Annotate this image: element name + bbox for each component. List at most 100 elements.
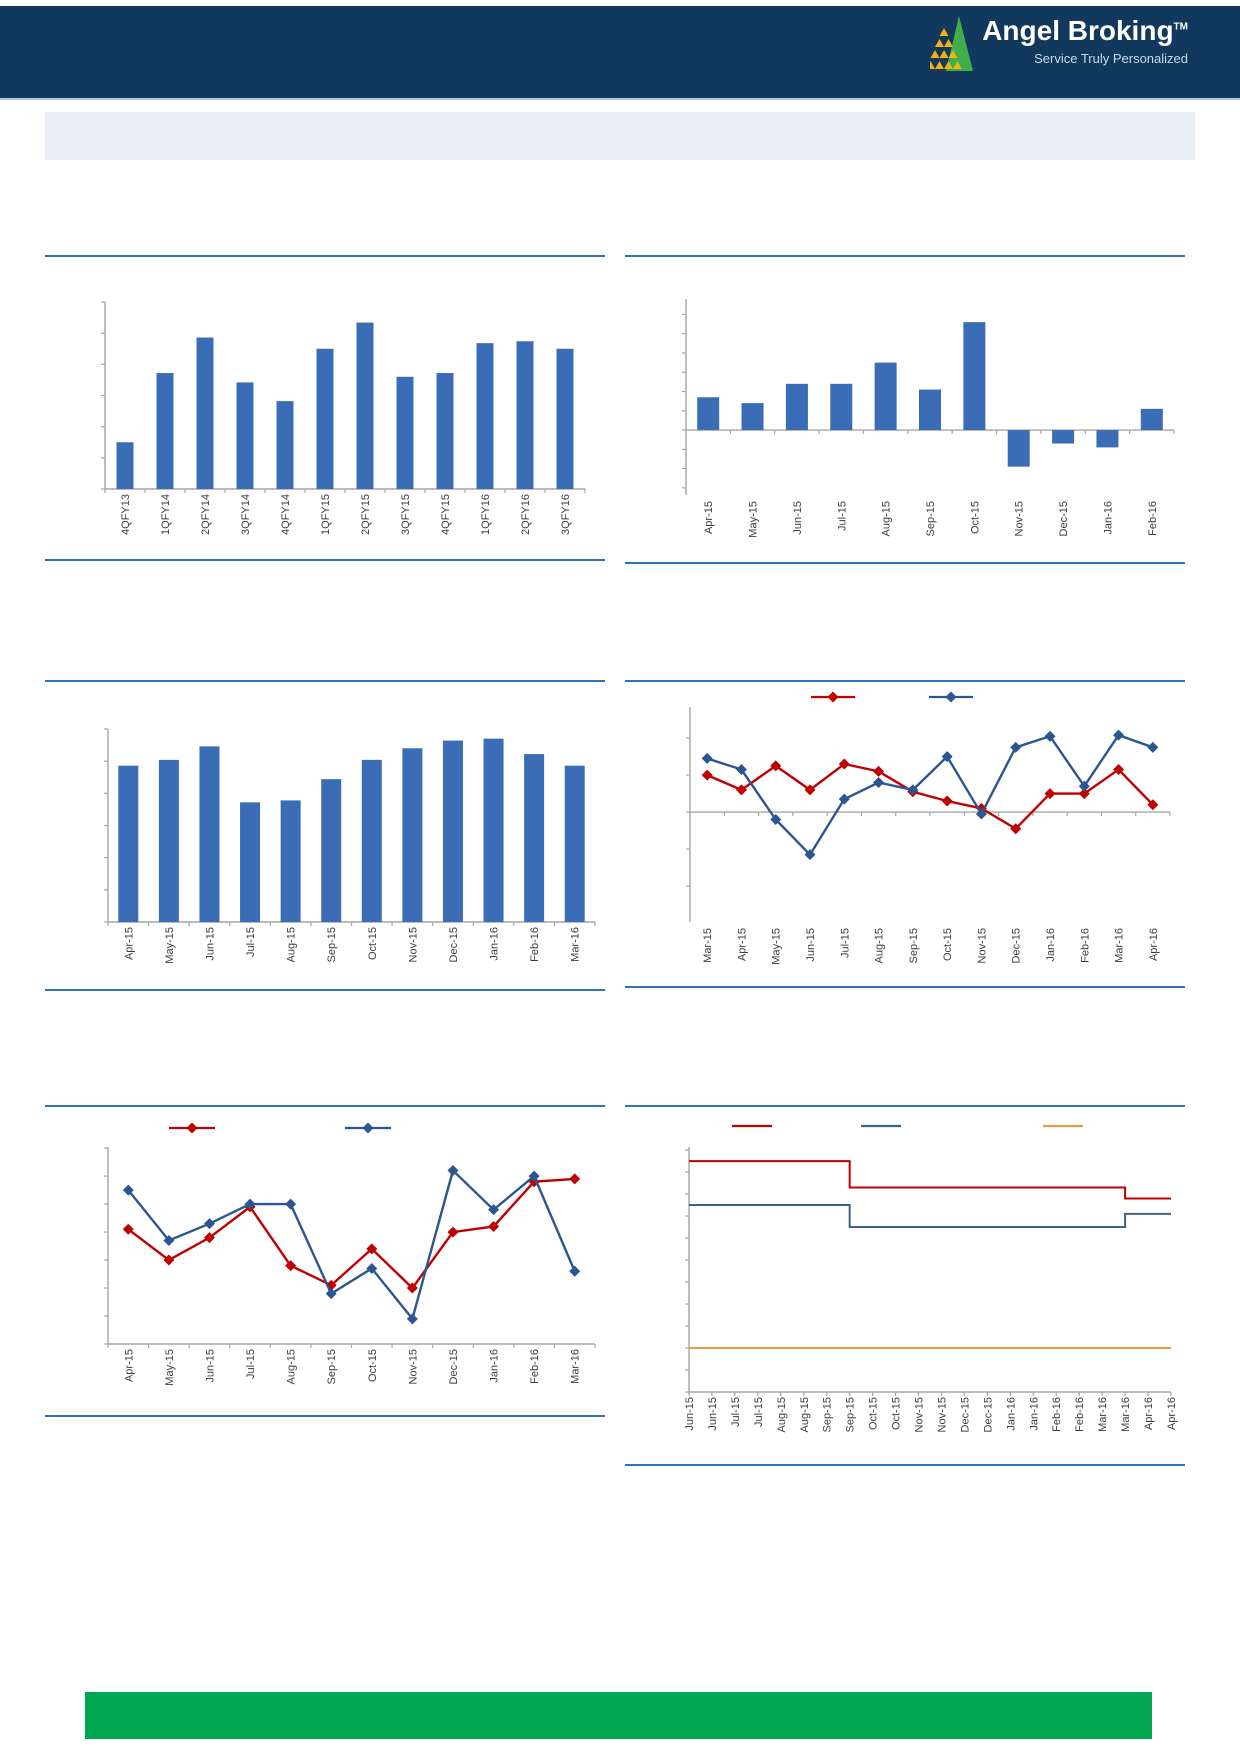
bar-Oct-15	[963, 322, 986, 431]
x-label: Oct-15	[891, 1397, 903, 1430]
x-label: Jul-15	[245, 927, 257, 957]
x-label: Oct-15	[942, 928, 954, 961]
brand-tagline: Service Truly Personalized	[1034, 50, 1188, 66]
x-label: Mar-16	[1097, 1397, 1109, 1432]
x-label: Jun-15	[792, 501, 804, 535]
title-banner	[45, 112, 1195, 160]
footer-bar	[85, 1692, 1152, 1739]
chart-step-lines: Jun-15 Jun-15 Jul-15 Jul-15 Aug-15 Aug-15 Sep-…	[625, 1105, 1185, 1466]
x-label: Oct-15	[367, 927, 379, 960]
angel-pyramid-icon	[926, 16, 974, 77]
bar-Apr-15	[118, 765, 139, 922]
x-label: 4QFY15	[440, 494, 452, 535]
x-label: Jan-16	[1028, 1397, 1040, 1431]
bar-Jun-15	[785, 383, 808, 431]
x-label: Jan-16	[489, 927, 501, 961]
x-label: Feb-16	[529, 927, 541, 962]
bar-1QFY14	[156, 373, 174, 489]
bar-Aug-15	[874, 362, 897, 431]
bar-Jul-15	[830, 383, 853, 431]
x-label: Oct-15	[868, 1397, 880, 1430]
x-label: Apr-15	[736, 928, 748, 961]
red-series	[127, 1177, 575, 1290]
monthly-bar-chart-canvas: Apr-15 May-15 Jun-15 Jul-15 Aug-15 Sep-15 Oct-…	[104, 728, 596, 964]
x-label: Jul-15	[839, 928, 851, 958]
bar-3QFY15	[396, 376, 414, 489]
x-label: Jun-15	[204, 1349, 216, 1383]
trademark: TM	[1173, 21, 1188, 33]
x-label: Sep-15	[845, 1397, 857, 1432]
bar-2QFY16	[516, 341, 534, 489]
x-label: Jun-15	[684, 1397, 696, 1431]
x-label: Jun-15	[204, 927, 216, 961]
slate-step	[689, 1204, 1171, 1229]
x-label: Sep-15	[326, 927, 338, 962]
bar-4QFY13	[116, 442, 134, 489]
x-label: 1QFY16	[480, 494, 492, 535]
x-label: Apr-15	[703, 501, 715, 534]
red-step	[689, 1160, 1171, 1200]
quarterly-bar-chart-canvas: 4QFY13 1QFY14 2QFY14 3QFY14 4QFY14 1QFY15 2QFY…	[101, 301, 586, 535]
x-label: 2QFY15	[360, 494, 372, 535]
x-label: Dec-15	[1011, 928, 1023, 963]
x-label: Mar-16	[570, 927, 582, 962]
x-label: May-15	[164, 927, 176, 964]
bar-1QFY15	[316, 348, 334, 489]
bar-Aug-15	[280, 800, 301, 922]
x-label: 4QFY14	[280, 494, 292, 535]
bar-3QFY16	[556, 348, 574, 489]
x-label: Jan-16	[1102, 501, 1114, 535]
x-label: Dec-15	[448, 1349, 460, 1384]
x-label: Mar-16	[570, 1349, 582, 1384]
x-label: Dec-15	[982, 1397, 994, 1432]
header-underline	[0, 98, 1240, 100]
x-label: Jul-15	[245, 1349, 257, 1379]
x-label: Apr-16	[1143, 1397, 1155, 1430]
x-label: 1QFY14	[160, 494, 172, 535]
x-label: Jul-15	[730, 1397, 742, 1427]
angel-broking-logo: Angel BrokingTM Service Truly Personaliz…	[926, 15, 1188, 77]
x-label: 3QFY15	[400, 494, 412, 535]
chart-monthly-net-bars: Apr-15 May-15 Jun-15 Jul-15 Aug-15 Sep-15 Oct-…	[625, 255, 1185, 564]
x-label: Feb-16	[1051, 1397, 1063, 1432]
bar-Oct-15	[361, 759, 382, 922]
x-label: Sep-15	[925, 501, 937, 536]
header-band	[0, 6, 1240, 98]
x-label: 3QFY16	[560, 494, 572, 535]
x-label: Jul-15	[836, 501, 848, 531]
two-series-diamond-line-chart-canvas: Mar-15 Apr-15 May-15 Jun-15 Jul-15 Aug-15 Sep-…	[686, 691, 1171, 965]
x-label: Nov-15	[914, 1397, 926, 1432]
bar-Feb-16	[1140, 408, 1163, 431]
bar-2QFY14	[196, 337, 214, 489]
bar-3QFY14	[236, 382, 254, 489]
x-label: Oct-15	[367, 1349, 379, 1382]
x-label: Apr-16	[1148, 928, 1160, 961]
navy-series	[706, 733, 1154, 857]
x-label: 4QFY13	[120, 494, 132, 535]
two-series-diamond-line-chart-2-canvas: Apr-15 May-15 Jun-15 Jul-15 Aug-15 Sep-15 Oct-…	[104, 1122, 596, 1386]
x-label: Nov-15	[976, 928, 988, 963]
x-label: Aug-15	[874, 928, 886, 963]
x-label: 2QFY16	[520, 494, 532, 535]
navy-series	[127, 1168, 576, 1322]
x-label: Dec-15	[1058, 501, 1070, 536]
x-label: May-15	[771, 928, 783, 965]
x-label: Sep-15	[822, 1397, 834, 1432]
bar-Jun-15	[199, 746, 220, 922]
x-label: 3QFY14	[240, 494, 252, 535]
x-label: Jul-15	[753, 1397, 765, 1427]
x-label: Jan-16	[489, 1349, 501, 1383]
x-label: Aug-15	[799, 1397, 811, 1432]
x-label: Jun-15	[707, 1397, 719, 1431]
x-label: Dec-15	[959, 1397, 971, 1432]
chart-quarterly-bars: 4QFY13 1QFY14 2QFY14 3QFY14 4QFY14 1QFY15 2QFY…	[45, 255, 605, 561]
x-label: May-15	[164, 1349, 176, 1386]
x-label: Sep-15	[326, 1349, 338, 1384]
x-label: Jan-16	[1005, 1397, 1017, 1431]
x-label: Aug-15	[776, 1397, 788, 1432]
x-label: Feb-16	[1147, 501, 1159, 536]
bar-May-15	[158, 759, 179, 922]
brand-name: Angel BrokingTM	[982, 15, 1188, 46]
bar-May-15	[741, 403, 764, 431]
x-label: Sep-15	[908, 928, 920, 963]
